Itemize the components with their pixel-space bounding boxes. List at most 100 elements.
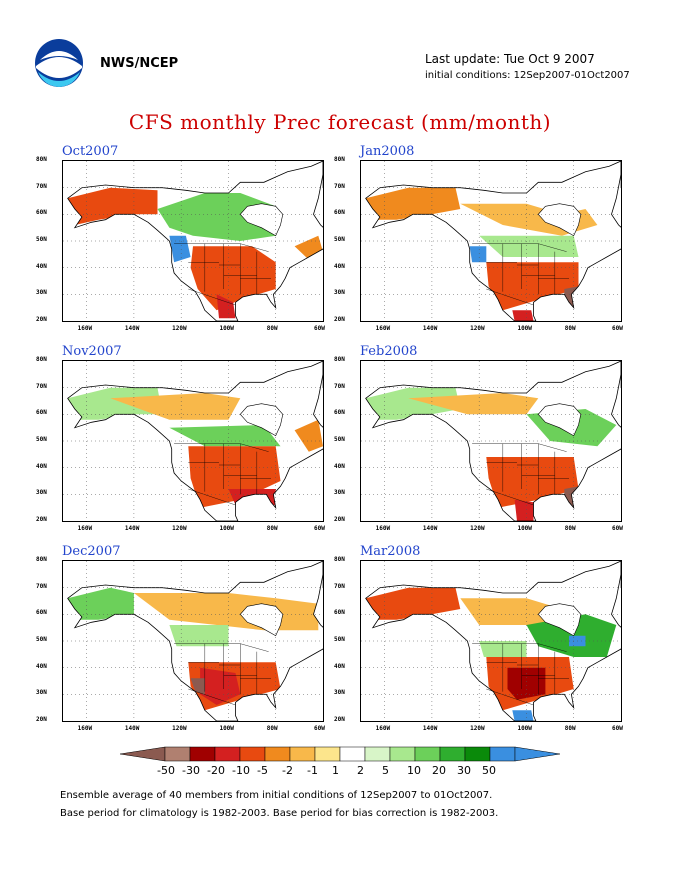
border-line	[188, 488, 236, 506]
initial-conditions: initial conditions: 12Sep2007-01Oct2007	[425, 70, 630, 81]
lon-tick-label: 140W	[124, 525, 140, 532]
lon-tick-label: 100W	[219, 525, 234, 532]
precip-region	[365, 587, 461, 620]
lat-tick-label: 80N	[334, 356, 345, 363]
lon-tick-label: 80W	[564, 725, 576, 732]
lon-tick-label: 60W	[612, 325, 623, 332]
precip-region	[188, 446, 281, 508]
lat-tick-label: 50N	[36, 236, 47, 243]
legend-swatch	[489, 746, 516, 762]
lat-tick-label: 70N	[36, 582, 47, 590]
lat-tick-label: 20N	[36, 516, 47, 523]
border-line	[538, 643, 567, 652]
border-line	[538, 243, 567, 252]
coastline	[67, 361, 323, 521]
lat-tick-label: 70N	[36, 382, 47, 390]
lat-tick-label: 50N	[36, 636, 47, 643]
map-panel-feb2008: Feb2008 80N 70N 60N 50N 40N 30N 20N 160W 140W 120W…	[334, 344, 660, 545]
legend-swatch	[314, 746, 341, 762]
precip-region	[365, 187, 461, 220]
lat-tick-label: 60N	[36, 209, 47, 217]
lat-tick-label: 30N	[36, 689, 47, 697]
precip-region	[200, 667, 241, 705]
precip-region	[157, 193, 276, 241]
lat-tick-label: 30N	[334, 289, 345, 297]
lon-tick-label: 160W	[375, 325, 391, 332]
greenland	[620, 361, 621, 389]
coastline	[67, 561, 323, 721]
lon-tick-label: 160W	[77, 525, 93, 532]
forecast-map	[62, 360, 324, 522]
precip-region	[294, 419, 323, 452]
lat-tick-label: 40N	[36, 462, 47, 470]
lat-tick-label: 20N	[334, 716, 345, 723]
lat-tick-label: 80N	[36, 356, 47, 363]
panel-title: Oct2007	[62, 144, 119, 159]
map-panel-dec2007: Dec2007 80N 70N 60N 50N 40N 30N 20N 160W 140W 120W…	[36, 544, 362, 745]
precip-region	[486, 457, 579, 508]
precip-region	[469, 246, 487, 263]
lon-tick-label: 160W	[375, 725, 391, 732]
lat-tick-label: 70N	[36, 182, 47, 190]
coastline	[365, 161, 621, 321]
map-panel-mar2008: Mar2008 80N 70N 60N 50N 40N 30N 20N 160W 140W 120W…	[334, 544, 660, 745]
lat-tick-label: 70N	[334, 582, 345, 590]
legend-label: -2	[282, 764, 293, 777]
lat-tick-label: 40N	[334, 262, 345, 270]
precip-region	[169, 625, 229, 647]
legend-swatch	[514, 746, 561, 762]
precip-region	[512, 710, 534, 721]
lat-tick-label: 40N	[334, 662, 345, 670]
lon-tick-label: 60W	[314, 525, 325, 532]
lat-tick-label: 50N	[334, 436, 345, 443]
last-update: Last update: Tue Oct 9 2007	[425, 52, 595, 66]
forecast-map	[62, 160, 324, 322]
page-title: CFS monthly Prec forecast (mm/month)	[128, 110, 552, 134]
lon-tick-label: 160W	[77, 325, 93, 332]
lon-tick-label: 140W	[422, 325, 438, 332]
precip-region	[67, 187, 158, 225]
precip-region	[408, 393, 539, 415]
lat-tick-label: 30N	[36, 289, 47, 297]
border-line	[240, 243, 269, 252]
footer-line-1: Ensemble average of 40 members from init…	[60, 790, 493, 801]
lat-tick-label: 30N	[334, 489, 345, 497]
lon-tick-label: 60W	[612, 525, 623, 532]
legend-swatch	[264, 746, 291, 762]
legend-label: -1	[307, 764, 318, 777]
lat-tick-label: 80N	[334, 556, 345, 563]
legend-label: 5	[382, 764, 389, 777]
forecast-map	[360, 360, 622, 522]
lon-tick-label: 120W	[470, 725, 485, 732]
lat-tick-label: 60N	[36, 409, 47, 417]
lat-tick-label: 40N	[36, 662, 47, 670]
legend-swatch	[414, 746, 441, 762]
legend-swatch	[339, 746, 366, 762]
precip-region	[526, 614, 617, 657]
map-panel-nov2007: Nov2007 80N 70N 60N 50N 40N 30N 20N 160W 140W 120W…	[36, 344, 362, 545]
legend-label: 2	[357, 764, 364, 777]
lon-tick-label: 160W	[375, 525, 391, 532]
border-line	[486, 488, 534, 506]
lon-tick-label: 120W	[172, 325, 187, 332]
panel-title: Feb2008	[360, 344, 418, 359]
greenland	[322, 561, 323, 589]
border-line	[240, 643, 269, 652]
panel-title: Nov2007	[62, 344, 122, 359]
border-line	[188, 688, 236, 706]
lon-tick-label: 80W	[564, 325, 576, 332]
lon-tick-label: 120W	[470, 325, 485, 332]
lat-tick-label: 50N	[36, 436, 47, 443]
org-name: NWS/NCEP	[100, 56, 179, 71]
forecast-map	[360, 560, 622, 722]
legend-label: 20	[432, 764, 446, 777]
lat-tick-label: 60N	[36, 609, 47, 617]
greenland	[620, 561, 621, 589]
legend-swatch	[364, 746, 391, 762]
lon-tick-label: 140W	[124, 725, 140, 732]
legend-swatch	[389, 746, 416, 762]
lat-tick-label: 20N	[334, 316, 345, 323]
hudson-bay	[239, 403, 284, 437]
lat-tick-label: 50N	[334, 236, 345, 243]
lon-tick-label: 100W	[517, 525, 532, 532]
